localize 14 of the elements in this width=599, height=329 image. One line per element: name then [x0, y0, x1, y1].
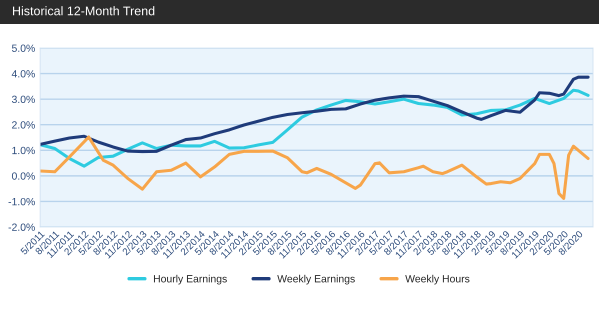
y-tick-label: 0.0%: [12, 172, 35, 180]
legend-label: Weekly Earnings: [277, 274, 355, 285]
y-tick-label: 5.0%: [12, 44, 35, 52]
y-tick-label: 2.0%: [12, 121, 35, 129]
line-series: [40, 76, 590, 154]
y-tick-label: -2.0%: [8, 224, 35, 231]
line-series: [40, 135, 590, 200]
y-tick-label: -1.0%: [8, 198, 35, 206]
chart-title: Historical 12-Month Trend: [13, 6, 154, 16]
y-tick-label: 1.0%: [12, 146, 35, 154]
legend-label: Hourly Earnings: [154, 274, 227, 285]
y-tick-label: 4.0%: [12, 70, 35, 78]
legend-label: Weekly Hours: [405, 274, 470, 285]
y-tick-label: 3.0%: [12, 96, 35, 104]
